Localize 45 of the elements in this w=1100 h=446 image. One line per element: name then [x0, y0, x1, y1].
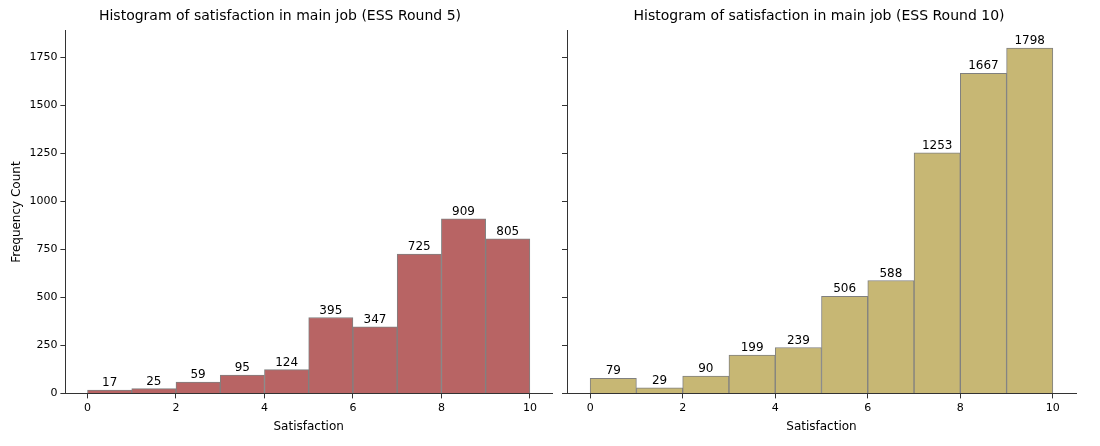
x-tick-label: 2 — [679, 400, 687, 414]
data-label: 1667 — [968, 58, 999, 73]
x-axis-title: Satisfaction — [273, 418, 344, 433]
data-label: 725 — [407, 239, 431, 254]
chart-title: Histogram of satisfaction in main job (ESS Round 10) — [633, 7, 1005, 24]
data-label: 199 — [740, 340, 764, 355]
data-label: 59 — [190, 367, 206, 382]
x-tick-label: 2 — [172, 400, 180, 414]
data-label: 95 — [234, 360, 250, 375]
data-label: 29 — [651, 372, 668, 387]
y-tick-label: 1250 — [29, 146, 58, 160]
y-tick-label: 500 — [36, 290, 58, 304]
x-tick-label: 0 — [586, 400, 594, 414]
data-label: 1798 — [1014, 33, 1045, 48]
data-label: 17 — [101, 375, 118, 390]
y-tick-label: 1750 — [29, 50, 58, 64]
x-tick-label: 4 — [260, 400, 268, 414]
x-tick-label: 10 — [522, 400, 537, 414]
y-axis-title: Frequency Count — [9, 161, 24, 263]
x-tick-label: 8 — [956, 400, 964, 414]
y-tick-label: 750 — [36, 242, 58, 256]
x-tick-label: 6 — [864, 400, 872, 414]
y-tick-label: 0 — [50, 386, 58, 400]
data-label: 909 — [452, 203, 475, 218]
data-label: 347 — [363, 311, 387, 326]
y-tick-label: 250 — [36, 338, 58, 352]
data-label: 395 — [319, 302, 343, 317]
x-tick-label: 8 — [437, 400, 445, 414]
x-tick-label: 4 — [771, 400, 779, 414]
data-label: 805 — [496, 223, 520, 238]
data-label: 588 — [879, 265, 903, 280]
data-label: 1253 — [921, 137, 953, 152]
y-tick-label: 1500 — [29, 98, 58, 112]
x-tick-label: 0 — [84, 400, 92, 414]
y-tick-label: 1000 — [29, 194, 58, 208]
data-label: 124 — [275, 354, 299, 369]
data-label: 25 — [146, 373, 162, 388]
chart-title: Histogram of satisfaction in main job (ESS Round 5) — [98, 7, 462, 24]
data-label: 90 — [698, 361, 714, 376]
x-axis-title: Satisfaction — [786, 418, 857, 433]
x-tick-label: 6 — [349, 400, 357, 414]
data-label: 506 — [833, 281, 857, 296]
data-label: 239 — [786, 332, 810, 347]
data-label: 79 — [605, 363, 621, 378]
x-tick-label: 10 — [1045, 400, 1060, 414]
